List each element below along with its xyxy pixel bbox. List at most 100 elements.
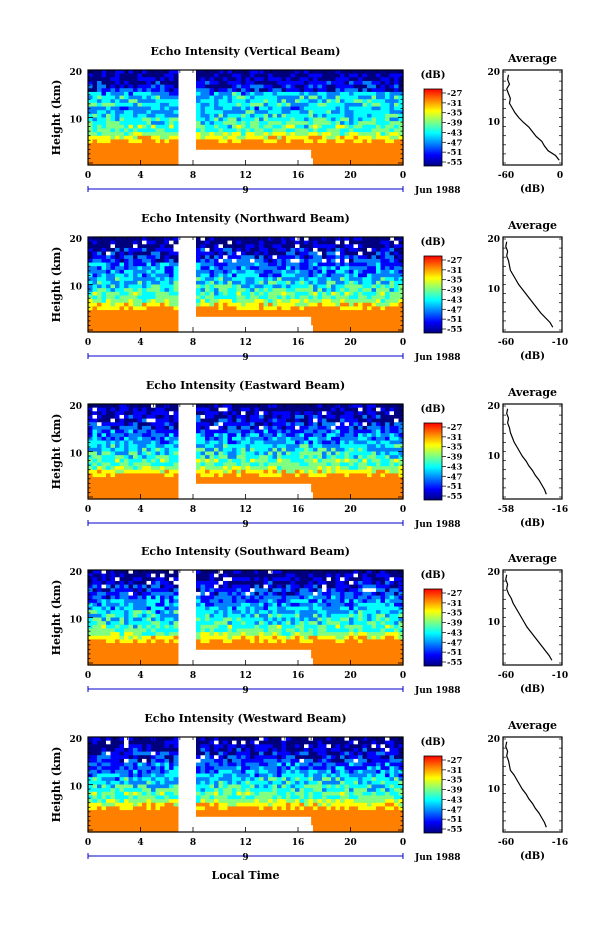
heatmap-cell — [322, 147, 327, 151]
heatmap-cell — [358, 96, 363, 100]
heatmap-cell — [300, 125, 305, 129]
heatmap-cell — [147, 125, 152, 129]
heatmap-cell — [93, 321, 98, 325]
heatmap-cell — [250, 426, 255, 430]
heatmap-cell — [88, 277, 93, 281]
heatmap-cell — [201, 270, 206, 274]
heatmap-cell — [196, 143, 201, 147]
heatmap-cell — [309, 136, 314, 140]
heatmap-cell — [151, 110, 156, 114]
heatmap-cell — [241, 139, 246, 143]
heatmap-cell — [286, 455, 291, 459]
heatmap-cell — [205, 444, 210, 448]
heatmap-cell — [174, 121, 179, 125]
heatmap-cell — [385, 132, 390, 136]
heatmap-cell — [255, 310, 260, 314]
heatmap-cell — [129, 325, 134, 329]
heatmap-cell — [340, 303, 345, 307]
heatmap-cell — [318, 136, 323, 140]
heatmap-cell — [304, 419, 309, 423]
heatmap-cell — [196, 237, 201, 241]
heatmap-cell — [327, 132, 332, 136]
heatmap-cell — [322, 118, 327, 122]
heatmap-cell — [219, 139, 224, 143]
heatmap-cell — [138, 274, 143, 278]
heatmap-cell — [345, 99, 350, 103]
heatmap-cell — [102, 252, 107, 256]
colorbar-label: -51 — [447, 315, 462, 325]
heatmap-cell — [277, 426, 282, 430]
heatmap-cell — [201, 77, 206, 81]
heatmap-cell — [124, 459, 129, 463]
heatmap-cell — [246, 448, 251, 452]
heatmap-cell — [174, 92, 179, 96]
x-tick-label: 20 — [344, 171, 357, 181]
heatmap-cell — [367, 314, 372, 318]
heatmap-cell — [295, 96, 300, 100]
heatmap-cell — [106, 143, 111, 147]
heatmap-cell — [151, 325, 156, 329]
heatmap-cell — [300, 103, 305, 107]
heatmap-cell — [331, 241, 336, 245]
heatmap-cell — [295, 248, 300, 252]
heatmap-cell — [304, 92, 309, 96]
heatmap-cell — [246, 473, 251, 477]
heatmap-cell — [358, 110, 363, 114]
heatmap-cell — [93, 310, 98, 314]
heatmap-cell — [381, 99, 386, 103]
heatmap-cell — [322, 77, 327, 81]
heatmap-cell — [201, 92, 206, 96]
heatmap-cell — [282, 77, 287, 81]
heatmap-cell — [340, 306, 345, 310]
heatmap-cell — [385, 248, 390, 252]
heatmap-cell — [232, 466, 237, 470]
heatmap-cell — [219, 437, 224, 441]
heatmap-cell — [241, 274, 246, 278]
heatmap-cell — [201, 437, 206, 441]
heatmap-cell — [390, 74, 395, 78]
heatmap-cell — [295, 422, 300, 426]
heatmap-cell — [264, 462, 269, 466]
heatmap-cell — [124, 404, 129, 408]
heatmap-cell — [205, 430, 210, 434]
heatmap-cell — [385, 107, 390, 111]
heatmap-cell — [151, 248, 156, 252]
heatmap-cell — [214, 244, 219, 248]
heatmap-cell — [331, 459, 336, 463]
heatmap-cell — [322, 317, 327, 321]
heatmap-cell — [385, 419, 390, 423]
heatmap-cell — [156, 121, 161, 125]
heatmap-cell — [160, 81, 165, 85]
heatmap-cell — [201, 143, 206, 147]
heatmap-cell — [223, 125, 228, 129]
heatmap-cell — [336, 404, 341, 408]
heatmap-cell — [295, 306, 300, 310]
heatmap-cell — [372, 404, 377, 408]
heatmap-cell — [115, 419, 120, 423]
heatmap-cell — [381, 422, 386, 426]
heatmap-cell — [138, 143, 143, 147]
heatmap-cell — [160, 473, 165, 477]
heatmap-cell — [327, 314, 332, 318]
heatmap-cell — [264, 473, 269, 477]
heatmap-cell — [250, 99, 255, 103]
heatmap-cell — [313, 444, 318, 448]
heatmap-cell — [120, 136, 125, 140]
heatmap-cell — [151, 292, 156, 296]
heatmap-cell — [250, 430, 255, 434]
heatmap-cell — [156, 408, 161, 412]
heatmap-cell — [201, 70, 206, 74]
heatmap-cell — [318, 433, 323, 437]
heatmap-cell — [129, 306, 134, 310]
heatmap-cell — [165, 139, 170, 143]
heatmap-cell — [291, 74, 296, 78]
heatmap-cell — [111, 303, 116, 307]
heatmap-cell — [363, 299, 368, 303]
heatmap-cell — [309, 285, 314, 289]
heatmap-cell — [291, 444, 296, 448]
heatmap-cell — [120, 459, 125, 463]
heatmap-cell — [322, 466, 327, 470]
heatmap-cell — [115, 299, 120, 303]
heatmap-cell — [282, 448, 287, 452]
